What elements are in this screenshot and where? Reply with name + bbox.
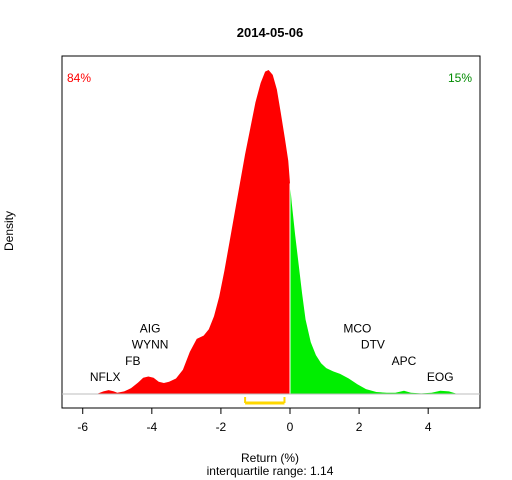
x-tick-label: 4 [425, 420, 432, 434]
ticker-label: DTV [361, 338, 385, 352]
right-percent-label: 15% [448, 71, 472, 85]
ticker-labels: AIG WYNN FB NFLX MCO DTV APC EOG [90, 321, 454, 384]
chart-title: 2014-05-06 [237, 25, 304, 40]
ticker-label: MCO [343, 321, 371, 335]
iqr-subtitle: interquartile range: 1.14 [207, 464, 334, 478]
x-axis-label: Return (%) [241, 451, 299, 465]
plot-area [61, 55, 481, 409]
ticker-label: NFLX [90, 370, 121, 384]
ticker-label: APC [392, 354, 417, 368]
y-axis-label: Density [2, 211, 16, 251]
ticker-label: WYNN [132, 338, 169, 352]
ticker-label: EOG [427, 370, 454, 384]
x-tick-label: 2 [356, 420, 363, 434]
ticker-label: FB [125, 354, 140, 368]
x-tick-label: -2 [216, 420, 227, 434]
x-tick-label: -4 [146, 420, 157, 434]
x-axis: -6 -4 -2 0 2 4 [77, 408, 432, 434]
x-tick-label: 0 [287, 420, 294, 434]
ticker-label: AIG [140, 321, 161, 335]
x-tick-label: -6 [77, 420, 88, 434]
negative-returns-area [96, 70, 290, 394]
positive-returns-area [290, 183, 458, 394]
left-percent-label: 84% [67, 71, 91, 85]
plot-frame [61, 55, 481, 409]
